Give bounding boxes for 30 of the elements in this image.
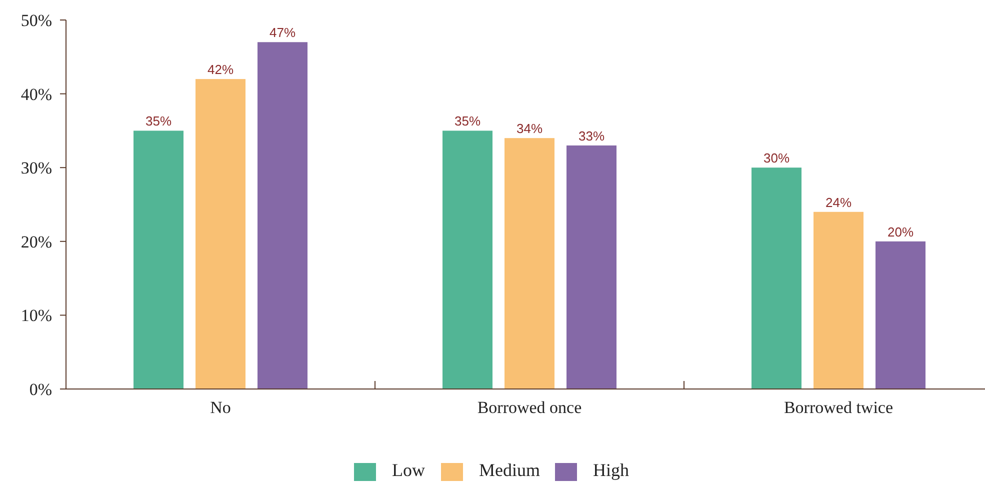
y-tick-label: 30% (20, 158, 52, 178)
y-tick-label: 50% (20, 10, 52, 30)
legend-label: Medium (479, 460, 540, 480)
legend-label: Low (392, 460, 425, 480)
x-tick-label: Borrowed once (477, 398, 582, 417)
y-tick-label: 10% (20, 306, 52, 326)
text: 34% (516, 121, 543, 136)
text: 20% (887, 224, 914, 240)
bar (258, 42, 308, 389)
x-tick-label: No (210, 398, 231, 417)
bar (134, 130, 184, 389)
text: 47% (269, 25, 296, 40)
text: 30% (763, 150, 790, 166)
text: 35% (145, 114, 172, 129)
text: 35% (454, 114, 481, 129)
bar (442, 130, 492, 389)
bar (876, 241, 926, 389)
bar (504, 138, 554, 389)
y-tick-label: 0% (29, 380, 52, 399)
text: 33% (578, 128, 605, 144)
bar (566, 145, 616, 389)
bar (752, 168, 802, 389)
bar (196, 79, 246, 389)
x-tick-label: Borrowed twice (784, 398, 894, 417)
text: 24% (825, 194, 852, 210)
text: 42% (207, 62, 234, 78)
y-tick-label: 20% (20, 232, 52, 252)
bar (814, 212, 864, 389)
legend-label: High (593, 460, 629, 480)
y-tick-label: 40% (20, 84, 52, 104)
